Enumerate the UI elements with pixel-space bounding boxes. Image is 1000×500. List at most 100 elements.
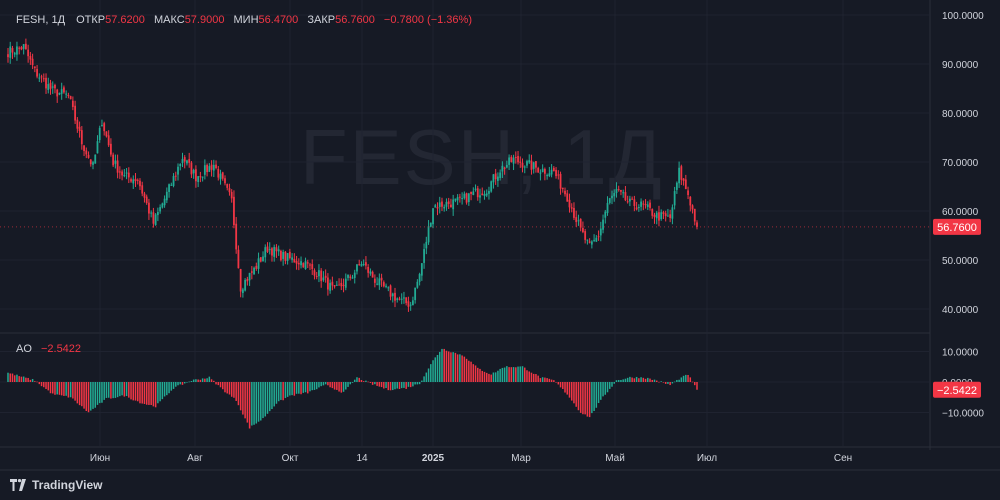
candle-body [604,211,607,218]
ao-bar [385,382,387,388]
candle-body [684,179,687,190]
candle-body [226,184,229,188]
symbol-label[interactable]: FESH, 1Д [16,14,66,26]
ao-bar [438,351,441,382]
ao-bar [342,382,345,392]
ao-bar [481,370,483,382]
ao-bar [271,382,273,410]
ao-bar [564,382,566,393]
tradingview-brand[interactable]: TradingView [10,478,102,492]
candle-body [644,204,647,206]
ao-bar [497,370,499,382]
ao-bar [143,382,146,404]
candle-body [566,193,569,202]
ao-bar [445,350,448,382]
ao-bar [441,348,443,382]
ao-bar [65,382,67,396]
ao-bar [626,377,629,382]
candle-body [655,212,658,219]
ao-bar [530,372,533,382]
ao-bar [125,382,128,397]
ao-bar [369,382,372,383]
ao-bar [611,382,613,387]
candle-body [651,209,654,216]
ao-bar [63,382,65,396]
ao-bar [228,382,231,395]
candle-body [203,165,206,175]
ao-bar [22,376,25,382]
candle-body [508,157,510,165]
candle-body [177,166,179,175]
candle-body [470,191,472,194]
candle-body [7,54,9,58]
candle-body [584,231,587,240]
ao-bar [613,382,615,384]
ao-bar [490,374,492,382]
ao-bar [425,372,428,382]
candle-body [353,272,356,278]
candle-body [427,226,430,243]
ao-bar [452,352,454,382]
ao-bar [286,382,289,397]
ao-bar [642,377,645,382]
ao-bar [262,382,264,419]
candle-body [490,181,493,192]
ao-bar [34,381,36,382]
ao-bar [266,382,269,414]
candle-body [367,266,370,273]
candle-body [154,214,157,226]
ao-bar [195,379,197,382]
candle-body [517,156,519,163]
candle-body [463,193,466,199]
candle-body [244,279,247,291]
ao-bar [336,382,338,390]
candle-body [689,196,692,206]
ao-bar [60,382,63,396]
ao-bar [233,382,235,398]
candle-body [163,198,166,206]
candle-body [311,264,314,270]
candle-body [528,160,531,163]
ao-bar [635,376,638,382]
candle-body [33,66,36,68]
ao-bar [181,382,184,385]
ao-bar [210,379,213,382]
ao-bar [112,382,114,399]
candle-body [588,241,591,243]
candle-body [411,300,414,306]
ao-bar [128,382,130,398]
ao-bar [154,382,157,408]
ao-bar [544,377,546,382]
candle-body [80,130,83,145]
candle-body [49,82,52,89]
candle-body [94,154,97,164]
candle-body [479,195,481,198]
candle-body [423,249,425,263]
ao-bar [255,382,258,424]
ao-bar [477,367,479,382]
candle-body [31,58,34,65]
price-axis-tick: 100.0000 [942,11,984,22]
candle-body [237,249,240,269]
ao-bar [528,371,530,382]
ao-bar [423,376,425,382]
ao-bar [633,378,636,382]
candle-body [344,278,347,288]
ao-bar [83,382,85,409]
ao-name[interactable]: AO [16,343,32,355]
candle-body [125,172,128,174]
candle-body [282,252,285,259]
ao-bar [90,382,92,411]
candle-body [110,143,112,155]
high-value: 57.9000 [184,14,225,26]
ao-bar [96,382,99,405]
ao-bar [604,382,607,395]
candle-body [376,283,379,285]
candle-body [192,169,195,174]
candle-body [570,207,573,209]
candle-body [224,178,226,184]
ao-bar [31,378,34,382]
ao-bar [315,382,318,390]
ao-bar [190,381,193,382]
